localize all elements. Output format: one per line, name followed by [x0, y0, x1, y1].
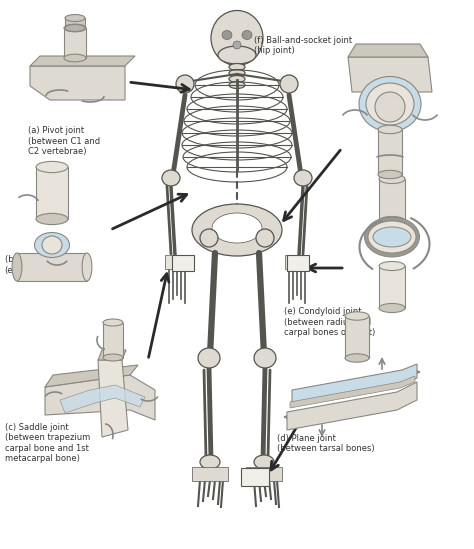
Polygon shape [45, 365, 138, 387]
Bar [246, 467, 282, 481]
Ellipse shape [373, 227, 411, 247]
Ellipse shape [64, 24, 86, 32]
Ellipse shape [254, 455, 274, 469]
Text: (a) Pivot joint
(between C1 and
C2 vertebrae): (a) Pivot joint (between C1 and C2 verte… [28, 126, 100, 156]
Polygon shape [292, 364, 417, 404]
Bar [36, 167, 68, 219]
Ellipse shape [82, 253, 92, 281]
Ellipse shape [211, 10, 263, 65]
Ellipse shape [200, 229, 218, 247]
Ellipse shape [103, 319, 123, 326]
Ellipse shape [378, 170, 402, 179]
Ellipse shape [192, 204, 282, 256]
Ellipse shape [176, 75, 194, 93]
Ellipse shape [365, 217, 419, 257]
Ellipse shape [280, 75, 298, 93]
Text: (b) Hinge joint
(elbow): (b) Hinge joint (elbow) [5, 255, 65, 274]
Ellipse shape [254, 348, 276, 368]
Ellipse shape [233, 41, 241, 49]
Polygon shape [45, 375, 155, 420]
Ellipse shape [65, 14, 85, 21]
Ellipse shape [379, 175, 405, 183]
Ellipse shape [366, 83, 414, 125]
Ellipse shape [229, 64, 245, 70]
Ellipse shape [256, 229, 274, 247]
Polygon shape [348, 57, 432, 92]
Ellipse shape [222, 31, 232, 40]
Ellipse shape [36, 161, 68, 172]
Ellipse shape [294, 170, 312, 186]
Bar [379, 266, 405, 308]
Bar [65, 18, 85, 28]
Ellipse shape [218, 46, 256, 64]
Ellipse shape [212, 213, 262, 243]
Ellipse shape [345, 312, 369, 320]
Bar [192, 467, 228, 481]
Bar [378, 130, 402, 175]
Polygon shape [287, 382, 417, 430]
Text: (e) Condyloid joint
(between radius and
carpal bones of wrist): (e) Condyloid joint (between radius and … [284, 307, 376, 337]
Polygon shape [290, 376, 415, 408]
Bar [287, 255, 309, 271]
Text: (c) Saddle joint
(between trapezium
carpal bone and 1st
metacarpal bone): (c) Saddle joint (between trapezium carp… [5, 423, 90, 463]
Ellipse shape [200, 455, 220, 469]
Ellipse shape [379, 216, 405, 226]
Bar [17, 253, 87, 281]
Polygon shape [60, 385, 145, 413]
Bar [165, 255, 189, 269]
Bar [64, 28, 86, 58]
Ellipse shape [359, 76, 421, 132]
Bar [172, 255, 194, 271]
Bar [103, 322, 123, 357]
Ellipse shape [379, 304, 405, 312]
Polygon shape [98, 350, 126, 360]
Text: (f) Ball-and-socket joint
(hip joint): (f) Ball-and-socket joint (hip joint) [254, 36, 352, 55]
Ellipse shape [242, 31, 252, 40]
Bar [241, 468, 269, 486]
Ellipse shape [378, 125, 402, 134]
Ellipse shape [198, 348, 220, 368]
Text: (d) Plane joint
(between tarsal bones): (d) Plane joint (between tarsal bones) [277, 434, 375, 453]
Ellipse shape [162, 170, 180, 186]
Polygon shape [30, 56, 135, 66]
Polygon shape [348, 44, 428, 57]
Bar [379, 179, 405, 221]
Polygon shape [98, 360, 128, 437]
Ellipse shape [103, 354, 123, 361]
Ellipse shape [35, 232, 70, 257]
Ellipse shape [229, 70, 245, 76]
Ellipse shape [65, 25, 85, 31]
Bar [345, 316, 369, 358]
Ellipse shape [379, 261, 405, 271]
Ellipse shape [64, 54, 86, 62]
Ellipse shape [229, 81, 245, 88]
Ellipse shape [36, 214, 68, 225]
Polygon shape [30, 66, 125, 100]
Ellipse shape [368, 221, 416, 253]
Ellipse shape [12, 253, 22, 281]
Bar [285, 255, 309, 269]
Ellipse shape [345, 354, 369, 362]
Ellipse shape [375, 92, 405, 122]
Ellipse shape [229, 76, 245, 82]
Ellipse shape [42, 236, 62, 254]
